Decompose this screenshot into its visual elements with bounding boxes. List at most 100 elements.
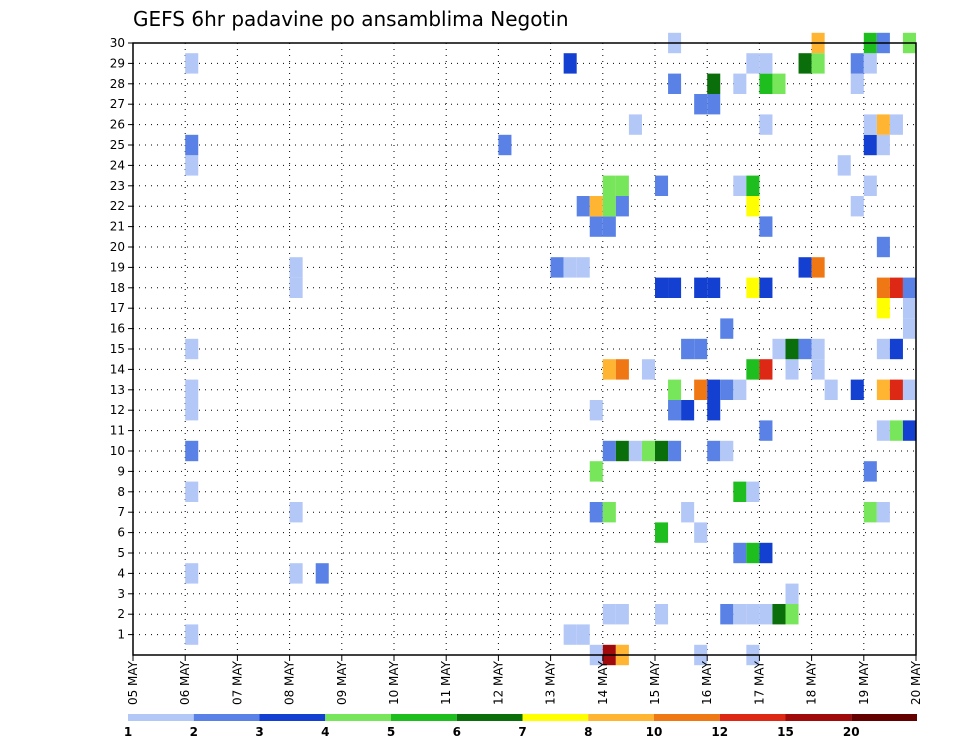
x-tick-label: 19 MAY [857, 660, 871, 705]
y-tick-label: 12 [110, 403, 125, 417]
heatmap-cell [615, 359, 629, 380]
legend-swatch [785, 714, 852, 721]
heatmap-cell [589, 502, 603, 523]
heatmap-cell [889, 277, 903, 298]
heatmap-cell [289, 563, 303, 584]
heatmap-cell [668, 277, 682, 298]
y-tick-label: 23 [110, 179, 125, 193]
y-tick-label: 21 [110, 220, 125, 234]
heatmap-cell [655, 522, 669, 543]
legend-swatch [654, 714, 720, 721]
legend-swatch [851, 714, 917, 721]
heatmap-cell [759, 53, 773, 74]
heatmap-cell [733, 73, 747, 94]
heatmap-cell [746, 175, 760, 196]
heatmap-cell [785, 604, 799, 625]
heatmap-cell [889, 338, 903, 360]
heatmap-cell [185, 53, 199, 74]
heatmap-cell [615, 196, 629, 217]
heatmap-cell [746, 53, 760, 74]
heatmap-cell [185, 338, 199, 360]
heatmap-cell [785, 583, 799, 604]
heatmap-cell [655, 277, 669, 298]
x-tick-label: 08 MAY [283, 660, 297, 705]
heatmap-cell [185, 400, 199, 421]
heatmap-cell [902, 277, 916, 298]
y-tick-label: 19 [110, 260, 125, 274]
chart-title: GEFS 6hr padavine po ansamblima Negotin [133, 7, 569, 31]
y-tick-label: 15 [110, 342, 125, 356]
color-legend: 1 2 3 4 5 6 7 8 10 12 15 20 [124, 714, 917, 739]
y-tick-label: 11 [110, 424, 125, 438]
y-tick-label: 16 [110, 322, 125, 336]
x-tick-label: 09 MAY [335, 660, 349, 705]
heatmap-cell [759, 114, 773, 135]
heatmap-cell [681, 502, 695, 523]
heatmap-cell [185, 481, 199, 502]
y-tick-label: 13 [110, 383, 125, 397]
heatmap-cell [289, 502, 303, 523]
y-tick-label: 5 [117, 546, 125, 560]
y-tick-label: 4 [117, 566, 125, 580]
heatmap-cell [876, 420, 890, 441]
heatmap-cell [850, 53, 864, 74]
heatmap-cell [185, 379, 199, 400]
heatmap-cell [720, 379, 734, 400]
heatmap-cell [498, 134, 512, 156]
heatmap-cell [902, 318, 916, 339]
heatmap-cell [707, 277, 721, 298]
heatmap-cell [602, 502, 616, 523]
y-tick-label: 3 [117, 587, 125, 601]
y-tick-label: 28 [110, 77, 125, 91]
heatmap-cell [602, 175, 616, 196]
heatmap-cell [889, 114, 903, 135]
heatmap-cell [863, 53, 877, 74]
heatmap-cell [876, 502, 890, 523]
legend-label: 2 [190, 725, 198, 739]
heatmap-cell [863, 461, 877, 482]
y-tick-label: 29 [110, 56, 125, 70]
x-tick-label: 18 MAY [805, 660, 819, 705]
heatmap-cell [694, 522, 708, 543]
y-tick-label: 9 [117, 464, 125, 478]
x-tick-label: 13 MAY [544, 660, 558, 705]
heatmap-cell [863, 175, 877, 196]
legend-label: 20 [843, 725, 860, 739]
heatmap-cell [707, 440, 721, 462]
heatmap-cell [655, 440, 669, 462]
legend-label: 7 [518, 725, 526, 739]
heatmap-cell [876, 236, 890, 258]
heatmap-cell [602, 604, 616, 625]
heatmap-cell [694, 277, 708, 298]
y-tick-label: 26 [110, 118, 125, 132]
heatmap-cell [615, 440, 629, 462]
heatmap-cell [759, 542, 773, 564]
heatmap-cell [746, 359, 760, 380]
heatmap-cell [563, 257, 577, 278]
x-axis: 05 MAY 06 MAY 07 MAY 08 MAY 09 MAY 10 MAY 11 M… [126, 655, 923, 705]
legend-label: 15 [777, 725, 794, 739]
x-tick-label: 07 MAY [230, 660, 244, 705]
y-tick-label: 27 [110, 97, 125, 111]
legend-swatch [456, 714, 523, 721]
heatmap-cell [746, 481, 760, 502]
heatmap-cell [876, 134, 890, 156]
legend-swatch [325, 714, 391, 721]
heatmap-cell [733, 604, 747, 625]
heatmap-cell [668, 379, 682, 400]
heatmap-cell [668, 400, 682, 421]
heatmap-cell [759, 420, 773, 441]
legend-label: 10 [646, 725, 663, 739]
heatmap-cell [576, 257, 590, 278]
heatmap-cell [733, 379, 747, 400]
heatmap-cell [589, 461, 603, 482]
heatmap-cell [811, 359, 825, 380]
y-tick-label: 1 [117, 628, 125, 642]
y-tick-label: 25 [110, 138, 125, 152]
heatmap-cell [876, 277, 890, 298]
legend-label: 5 [387, 725, 395, 739]
heatmap-cell [811, 53, 825, 74]
heatmap-cell [720, 440, 734, 462]
x-tick-label: 11 MAY [439, 660, 453, 705]
heatmap-cell [707, 400, 721, 421]
